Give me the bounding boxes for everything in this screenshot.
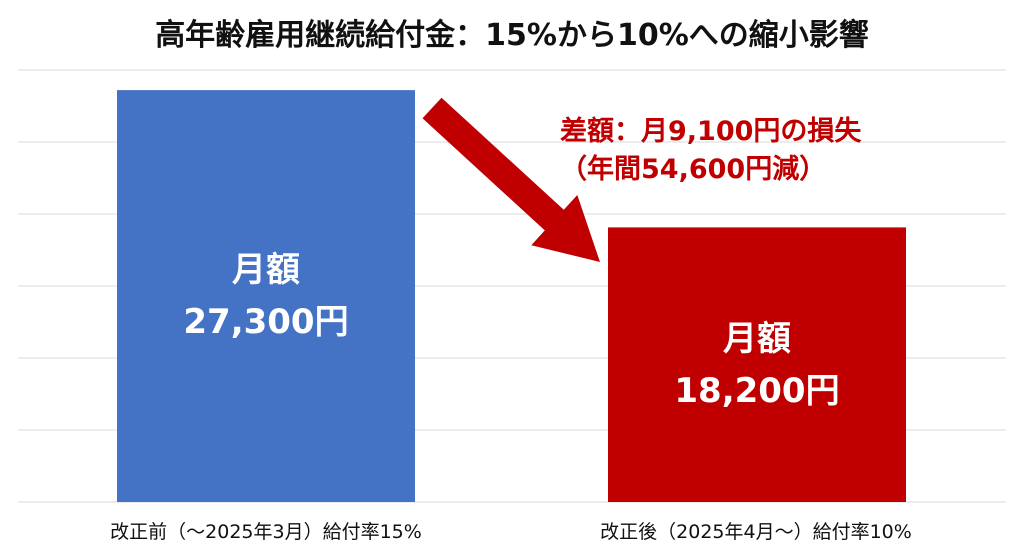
category-label-before: 改正前（〜2025年3月）給付率15% [110, 521, 422, 543]
bar-label-after-title: 月額 [723, 318, 791, 359]
chart-title: 高年齢雇用継続給付金：15%から10%への縮小影響 [155, 18, 869, 53]
bar-after [608, 227, 906, 502]
bar-label-after-value: 18,200円 [674, 370, 840, 411]
difference-monthly: 差額：月9,100円の損失 [560, 116, 862, 147]
bar-label-before-title: 月額 [232, 250, 300, 291]
bar-label-before-value: 27,300円 [183, 302, 349, 343]
bars [117, 90, 906, 503]
down-arrow-icon [422, 97, 600, 262]
difference-annual: （年間54,600円減） [560, 154, 827, 185]
bar-label-before: 月額 27,300円 [117, 244, 415, 348]
difference-annotation: 差額：月9,100円の損失 （年間54,600円減） [560, 113, 861, 189]
bar-before [117, 90, 415, 503]
arrow-icon [422, 97, 600, 262]
category-label-after: 改正後（2025年4月〜）給付率10% [600, 521, 912, 543]
bar-label-after: 月額 18,200円 [608, 313, 906, 417]
